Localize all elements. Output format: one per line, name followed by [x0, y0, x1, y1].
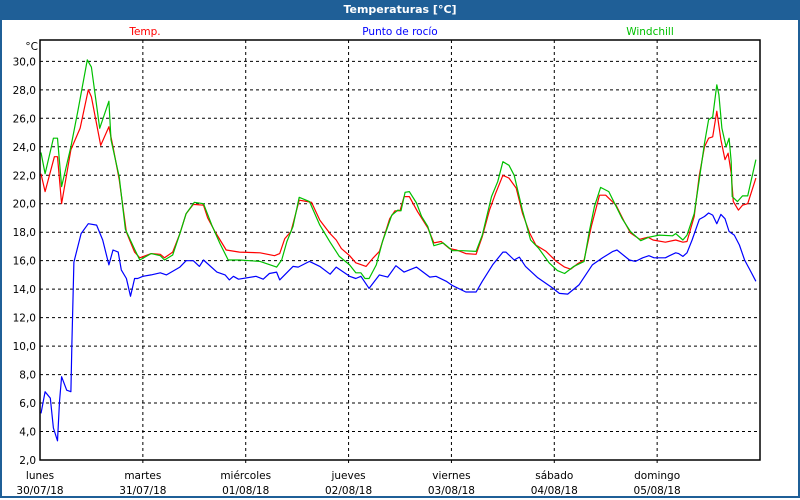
x-tick-day: miércoles [220, 470, 271, 482]
window-title: Temperaturas [°C] [0, 0, 800, 20]
x-tick-day: martes [124, 470, 161, 482]
series-lines [40, 59, 757, 442]
series-line-temp [40, 89, 757, 270]
y-tick-label: 4,0 [19, 427, 36, 439]
y-tick-label: 2,0 [19, 455, 36, 467]
legend-dew-point: Punto de rocío [362, 26, 437, 38]
legend: Temp. Punto de rocío Windchill [128, 26, 673, 38]
series-line-punto-de-roc-o [40, 212, 757, 442]
grid [40, 40, 760, 464]
x-tick-date: 01/08/18 [222, 485, 269, 497]
x-axis-ticks: lunes 30/07/18 martes 31/07/18 miércoles 01/0… [16, 470, 680, 497]
y-tick-label: 16,0 [13, 256, 36, 268]
y-tick-label: 6,0 [19, 398, 36, 410]
x-tick-date: 30/07/18 [16, 485, 63, 497]
x-tick-date: 05/08/18 [634, 485, 681, 497]
y-tick-label: 22,0 [13, 170, 36, 182]
y-tick-label: 28,0 [13, 85, 36, 97]
x-tick-date: 04/08/18 [531, 485, 578, 497]
y-tick-label: 24,0 [13, 142, 36, 154]
y-tick-label: 8,0 [19, 370, 36, 382]
x-tick-day: sábado [535, 470, 573, 482]
y-axis-unit: °C [25, 41, 38, 53]
x-tick-date: 03/08/18 [428, 485, 475, 497]
x-tick-date: 31/07/18 [119, 485, 166, 497]
y-tick-label: 20,0 [13, 199, 36, 211]
x-tick-day: domingo [634, 470, 680, 482]
x-tick-day: viernes [432, 470, 470, 482]
legend-temp: Temp. [128, 26, 160, 38]
y-tick-label: 14,0 [13, 284, 36, 296]
y-tick-label: 10,0 [13, 341, 36, 353]
x-tick-day: jueves [330, 470, 365, 482]
y-axis-ticks: 2,0 4,0 6,0 8,0 10,0 12,0 14,0 16,0 18,0 20,0 22,0… [13, 56, 36, 467]
plot-frame [39, 39, 761, 461]
y-tick-label: 18,0 [13, 227, 36, 239]
x-tick-day: lunes [26, 470, 54, 482]
legend-windchill: Windchill [626, 26, 674, 38]
y-tick-label: 30,0 [13, 56, 36, 68]
x-tick-date: 02/08/18 [325, 485, 372, 497]
series-line-windchill [40, 59, 757, 280]
y-tick-label: 12,0 [13, 313, 36, 325]
y-tick-label: 26,0 [13, 113, 36, 125]
